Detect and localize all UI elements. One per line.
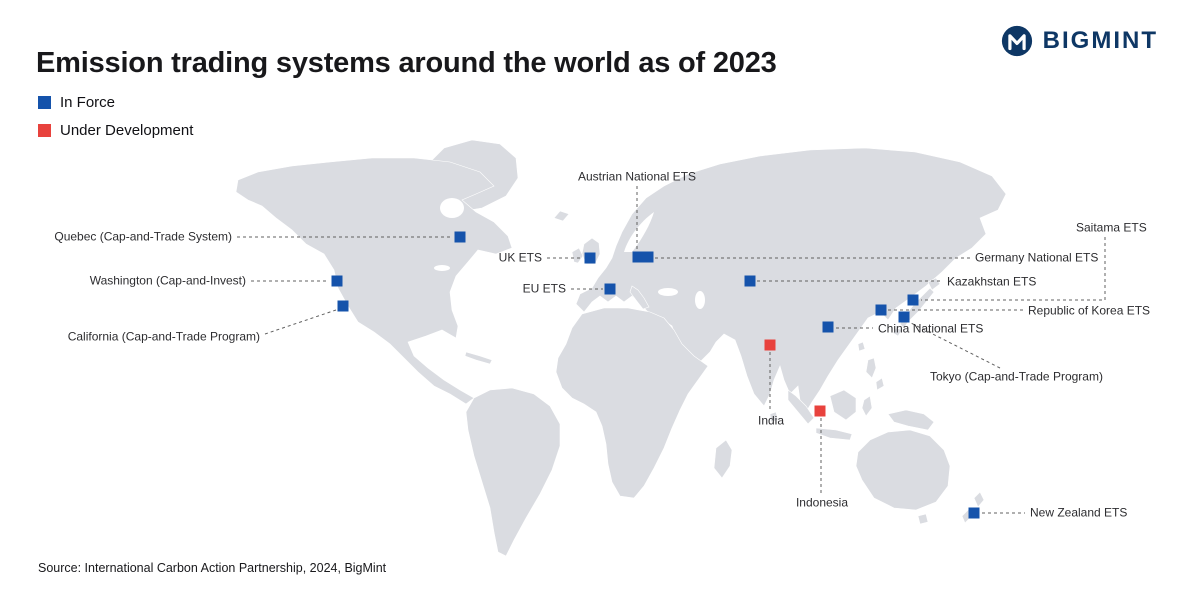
marker-saitama xyxy=(907,294,919,306)
landmass-sumatra xyxy=(787,389,815,425)
label-california: California (Cap-and-Trade Program) xyxy=(67,329,260,344)
landmass-borneo xyxy=(829,389,857,421)
label-tokyo: Tokyo (Cap-and-Trade Program) xyxy=(930,369,1103,384)
caspian-sea xyxy=(695,291,705,309)
marker-eu xyxy=(604,283,616,295)
under-development-swatch xyxy=(38,124,51,137)
landmass-africa xyxy=(555,307,709,499)
label-korea: Republic of Korea ETS xyxy=(1028,303,1151,318)
marker-new_zealand xyxy=(968,507,980,519)
label-austria: Austrian National ETS xyxy=(577,169,697,184)
page-title: Emission trading systems around the worl… xyxy=(36,47,777,80)
legend: In Force Under Development xyxy=(38,94,193,139)
landmass-japan-kyushu xyxy=(892,327,903,337)
landmass-philippines xyxy=(865,357,877,379)
landmass-caribbean xyxy=(464,351,493,365)
landmass-taiwan xyxy=(857,341,866,352)
legend-item-in-force: In Force xyxy=(38,94,193,111)
marker-korea xyxy=(875,304,887,316)
source-note: Source: International Carbon Action Part… xyxy=(38,561,387,575)
marker-austria xyxy=(632,251,644,263)
marker-washington xyxy=(331,275,343,287)
landmass-north-america xyxy=(235,157,513,405)
baltic-sea xyxy=(624,212,654,252)
leader-line-california xyxy=(264,309,337,335)
legend-label-under-development: Under Development xyxy=(60,122,194,139)
leader-line-tokyo xyxy=(908,321,1001,369)
landmass-new-guinea xyxy=(887,409,935,431)
landmass-iceland xyxy=(553,210,570,222)
bigmint-logo: BIGMINT xyxy=(1000,24,1158,58)
marker-india xyxy=(764,339,776,351)
marker-china xyxy=(822,321,834,333)
brand-text: BIGMINT xyxy=(1042,27,1158,54)
landmass-java xyxy=(815,427,853,441)
label-india: India xyxy=(757,413,785,428)
landmass-ireland xyxy=(571,247,584,264)
marker-uk xyxy=(584,252,596,264)
landmass-tasmania xyxy=(917,513,929,525)
label-kazakhstan: Kazakhstan ETS xyxy=(947,274,1037,289)
landmass-italy xyxy=(629,285,650,310)
bigmint-logo-icon xyxy=(1001,25,1032,57)
great-lakes xyxy=(434,265,450,271)
marker-quebec xyxy=(454,231,466,243)
landmass-madagascar xyxy=(713,439,733,479)
landmass-sri-lanka xyxy=(769,411,779,423)
label-uk: UK ETS xyxy=(498,250,542,265)
label-saitama: Saitama ETS xyxy=(1076,220,1147,235)
label-quebec: Quebec (Cap-and-Trade System) xyxy=(54,229,232,244)
label-new_zealand: New Zealand ETS xyxy=(1030,505,1128,520)
in-force-swatch xyxy=(38,96,51,109)
leader-line-saitama xyxy=(921,237,1106,301)
marker-indonesia xyxy=(814,405,826,417)
landmass-south-america xyxy=(465,387,561,557)
landmass-sulawesi xyxy=(861,395,873,417)
label-china: China National ETS xyxy=(878,321,984,336)
landmass-philippines-south xyxy=(875,377,885,391)
hudson-bay xyxy=(440,198,464,218)
marker-germany xyxy=(642,251,654,263)
label-washington: Washington (Cap-and-Invest) xyxy=(89,273,246,288)
label-indonesia: Indonesia xyxy=(795,495,849,510)
marker-kazakhstan xyxy=(744,275,756,287)
label-germany: Germany National ETS xyxy=(975,250,1099,265)
black-sea xyxy=(658,288,678,296)
marker-tokyo xyxy=(898,311,910,323)
landmass-new-zealand-north xyxy=(973,491,985,508)
marker-california xyxy=(337,300,349,312)
label-eu: EU ETS xyxy=(522,281,566,296)
legend-label-in-force: In Force xyxy=(60,94,116,111)
legend-item-under-development: Under Development xyxy=(38,122,193,139)
landmass-australia xyxy=(855,429,951,511)
